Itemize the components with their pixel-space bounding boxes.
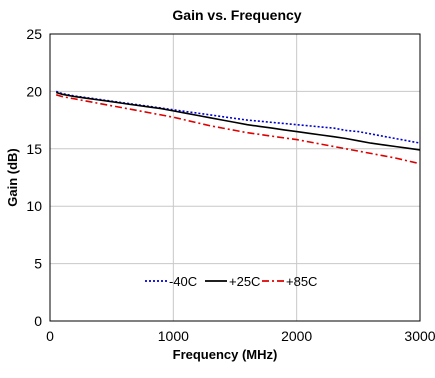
legend-label: +85C — [286, 274, 317, 289]
tick-labels: 0 1000 2000 3000 0 5 10 15 20 25 — [26, 26, 435, 344]
legend-label: +25C — [229, 274, 260, 289]
x-tick-label: 0 — [46, 328, 54, 344]
y-tick-label: 10 — [26, 198, 42, 214]
legend-label: -40C — [169, 274, 197, 289]
y-tick-label: 0 — [34, 313, 42, 329]
grid-lines — [50, 34, 420, 321]
chart-title: Gain vs. Frequency — [172, 7, 301, 23]
legend: -40C +25C +85C — [145, 274, 317, 289]
series-line — [55, 91, 421, 151]
y-axis-label: Gain (dB) — [5, 148, 20, 207]
y-tick-label: 25 — [26, 26, 42, 42]
x-tick-label: 2000 — [281, 328, 312, 344]
y-tick-label: 15 — [26, 141, 42, 157]
y-tick-label: 20 — [26, 83, 42, 99]
plot-area-frame — [49, 33, 421, 322]
series-line — [55, 94, 421, 165]
series-line — [55, 90, 421, 144]
series-group — [55, 90, 421, 165]
y-tick-label: 5 — [34, 256, 42, 272]
x-tick-label: 1000 — [158, 328, 189, 344]
x-tick-label: 3000 — [404, 328, 435, 344]
x-axis-label: Frequency (MHz) — [173, 347, 278, 362]
